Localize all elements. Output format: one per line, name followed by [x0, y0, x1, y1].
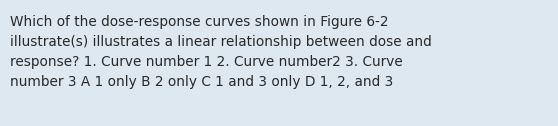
Text: Which of the dose-response curves shown in Figure 6-2
illustrate(s) illustrates : Which of the dose-response curves shown …	[10, 15, 432, 89]
